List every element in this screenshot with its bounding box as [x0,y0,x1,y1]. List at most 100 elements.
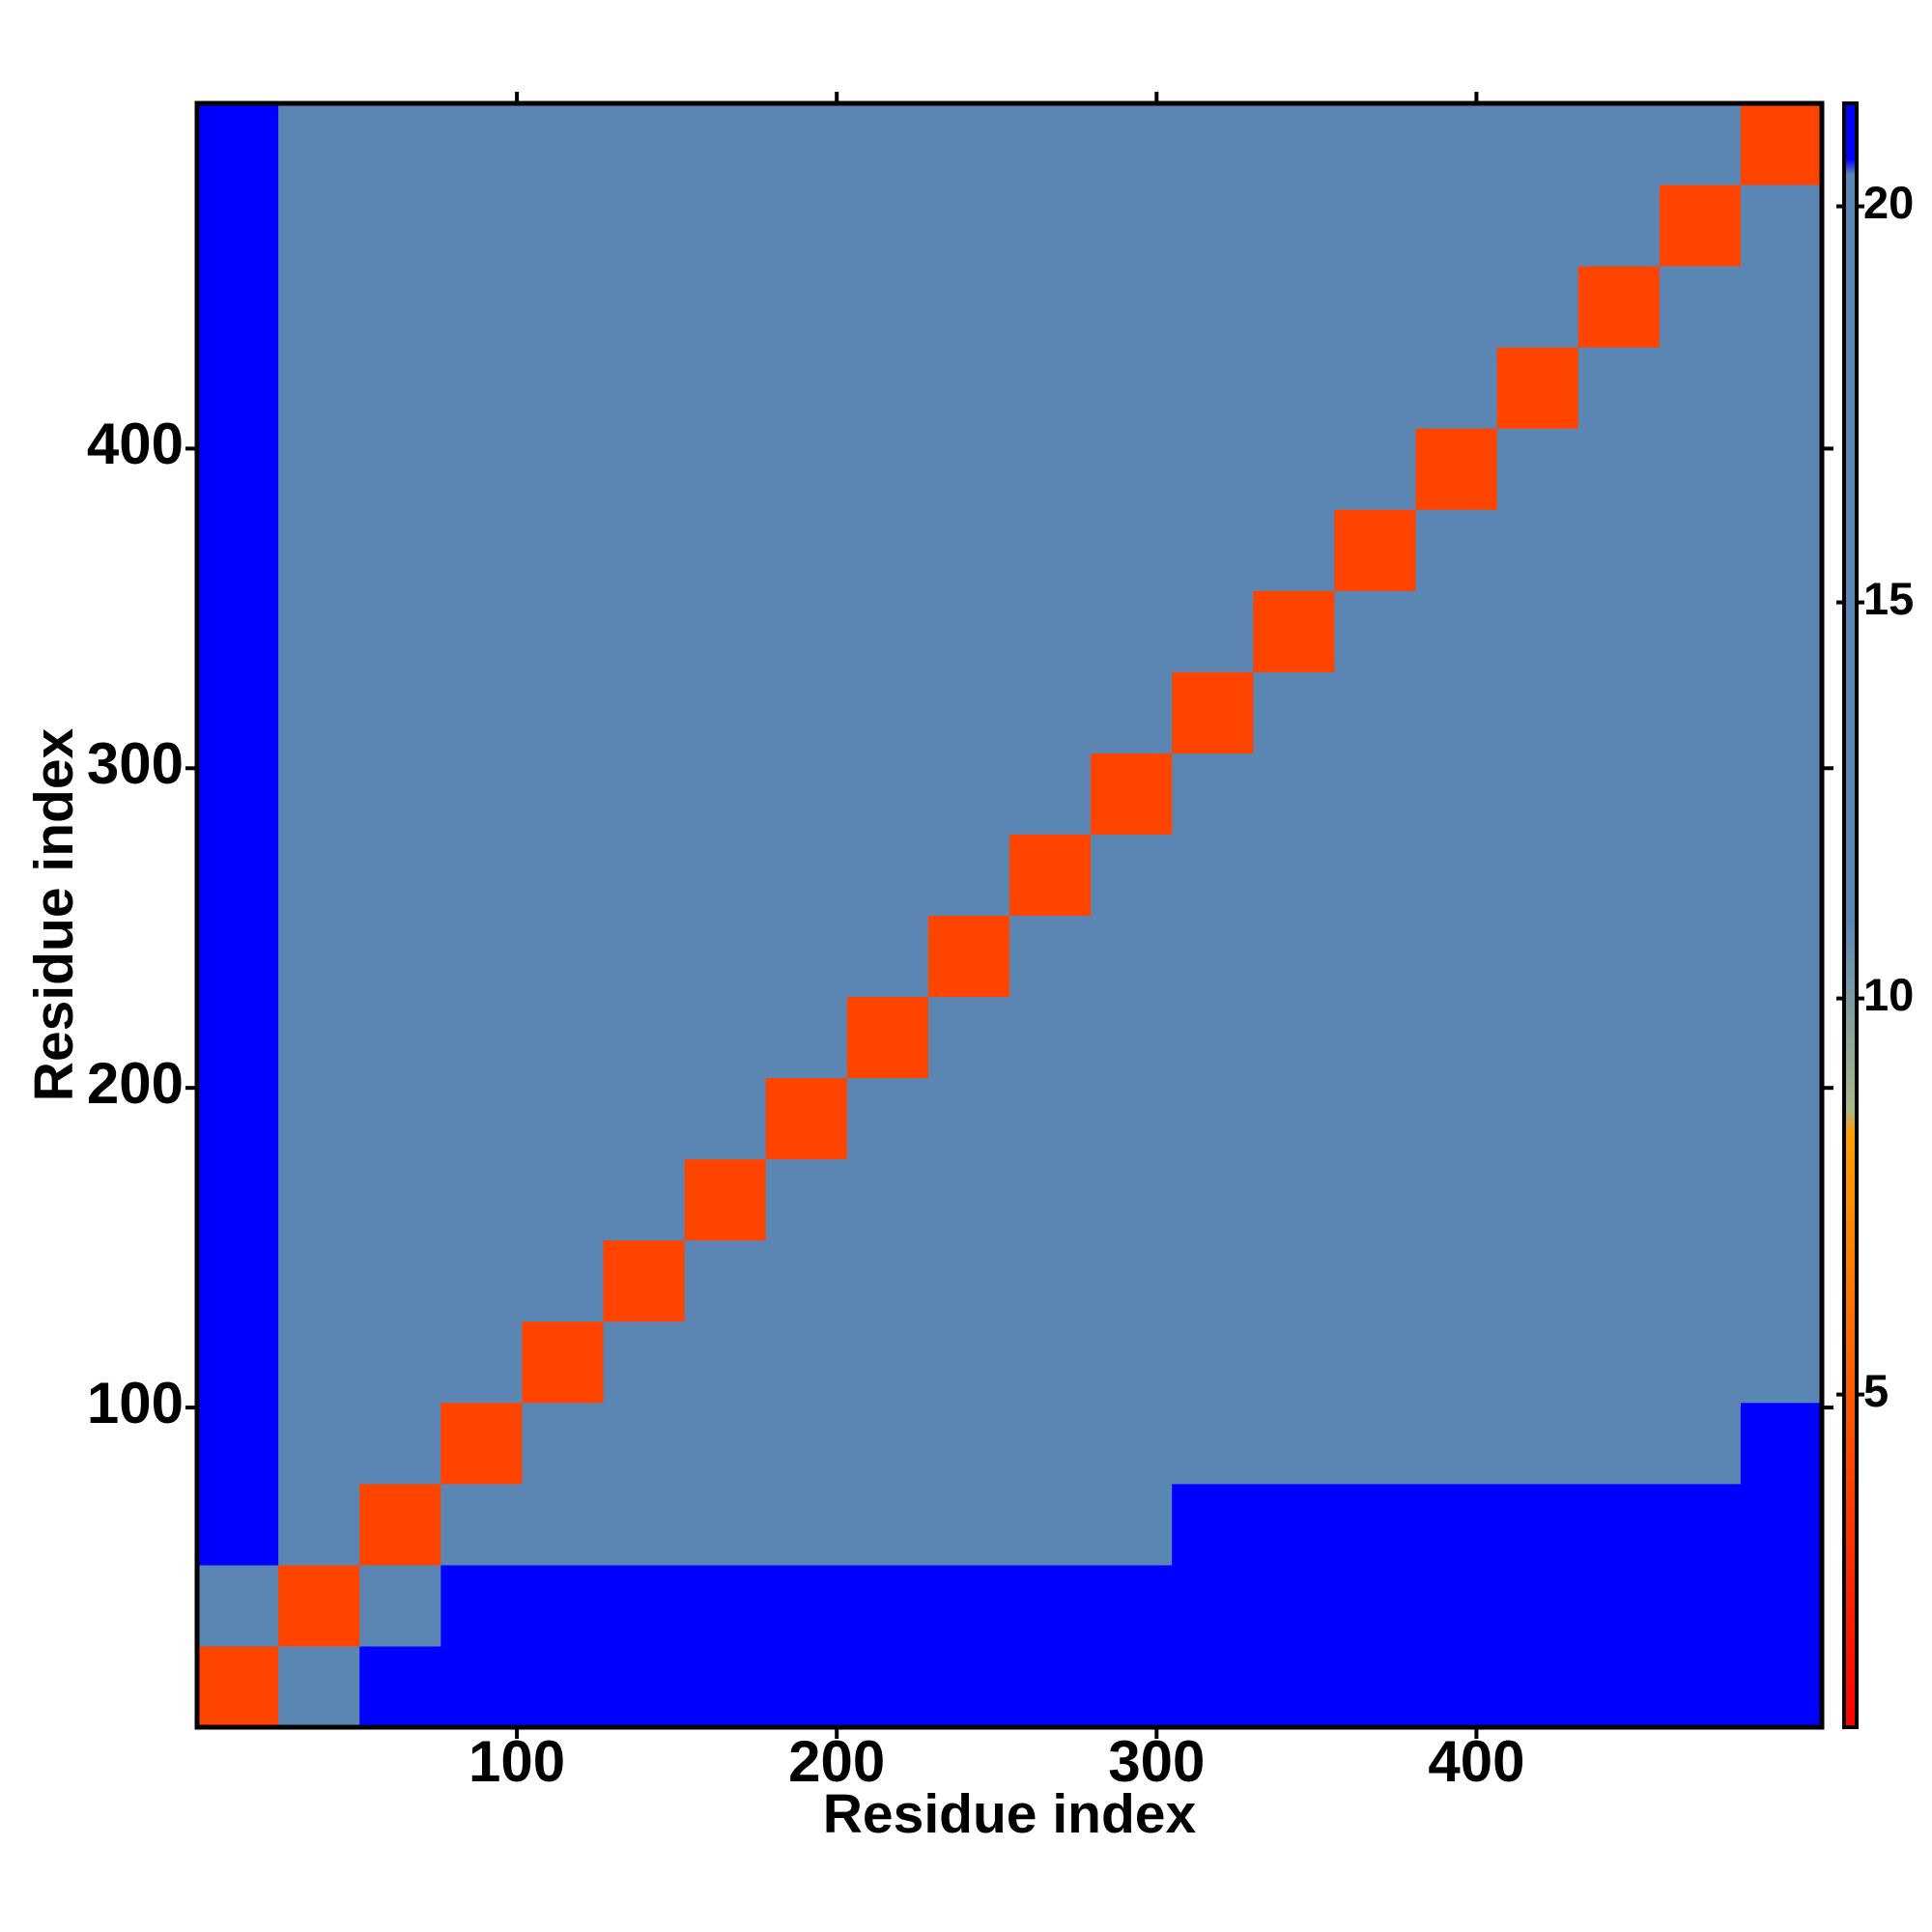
heatmap-cell [765,1239,848,1322]
heatmap-cell [1334,671,1416,753]
heatmap-cell [1577,1239,1661,1322]
heatmap-cell [1577,996,1661,1079]
heatmap-cell [603,1077,686,1160]
heatmap-cell [522,347,604,429]
heatmap-cell [359,347,441,429]
heatmap-cell [440,1402,523,1485]
heatmap-cell [1253,1239,1335,1322]
heatmap-cell [197,509,279,591]
heatmap-cell [278,1402,360,1485]
heatmap-cell [278,1645,360,1728]
heatmap-cell [1496,1402,1579,1485]
heatmap-cell [846,671,929,753]
heatmap-cell [522,915,604,998]
heatmap-cell [278,509,360,591]
heatmap-cell [359,509,441,591]
heatmap-cell [197,590,279,672]
heatmap-cell [1659,1402,1742,1485]
heatmap-cell [1172,1321,1254,1404]
heatmap-cell [1172,1077,1254,1160]
heatmap-cell [1172,1564,1254,1647]
heatmap-cell [1009,590,1092,672]
heatmap-cell [522,1645,604,1728]
heatmap-cell [359,185,441,267]
y-tick-label: 200 [87,1051,184,1116]
heatmap-cell [1091,266,1173,348]
heatmap-cell [1740,1645,1823,1728]
heatmap-cell [603,590,686,672]
heatmap-cell [1577,753,1661,835]
heatmap-cell [1253,428,1335,510]
heatmap-cell [197,1321,279,1404]
heatmap-cell [927,1483,1010,1566]
heatmap-cell [197,428,279,510]
heatmap-cell [1415,834,1498,916]
heatmap-cell [1496,428,1579,510]
heatmap-cell [603,347,686,429]
heatmap-cell [765,509,848,591]
heatmap-cell [1172,509,1254,591]
heatmap-cell [765,1402,848,1485]
heatmap-cell [846,1077,929,1160]
heatmap-cell [1496,753,1579,835]
heatmap-cell [1253,1564,1335,1647]
heatmap-cell [1334,753,1416,835]
heatmap-cell [522,1402,604,1485]
heatmap-cell [846,1239,929,1322]
heatmap-cell [1253,1077,1335,1160]
heatmap-cell [1740,996,1823,1079]
colorbar-tick-label: 20 [1863,177,1914,228]
heatmap-cell [359,1564,441,1647]
heatmap-cell [1253,1483,1335,1566]
heatmap-cell [1172,428,1254,510]
heatmap-cell [1659,1077,1742,1160]
heatmap-cell [684,1483,767,1566]
heatmap-cell [1091,1564,1173,1647]
heatmap-cell [1577,347,1661,429]
heatmap-cell [1009,509,1092,591]
heatmap-cell [1091,996,1173,1079]
colorbar [1842,101,1859,1729]
heatmap-cell [197,1645,279,1728]
heatmap-cell [440,347,523,429]
heatmap-cell [765,347,848,429]
heatmap-cell [846,428,929,510]
heatmap-cell [765,103,848,185]
heatmap-cell [1577,1158,1661,1241]
heatmap-cell [846,509,929,591]
heatmap-cell [765,590,848,672]
x-tick-label: 300 [1108,1729,1205,1794]
heatmap-cell [1659,590,1742,672]
heatmap-cell [846,1645,929,1728]
heatmap-cell [1496,671,1579,753]
heatmap-cell [846,915,929,998]
heatmap-cell [522,671,604,753]
heatmap-cell [1415,915,1498,998]
heatmap-cell [1659,1321,1742,1404]
heatmap-cell [1577,103,1661,185]
heatmap-cell [440,1158,523,1241]
heatmap-cell [1415,590,1498,672]
heatmap-cell [603,753,686,835]
heatmap-cell [1172,996,1254,1079]
heatmap-cell [1009,1239,1092,1322]
heatmap-cell [1659,834,1742,916]
heatmap-cell [1253,753,1335,835]
heatmap-cell [927,834,1010,916]
heatmap-cell [765,1645,848,1728]
heatmap-cell [1740,915,1823,998]
heatmap-cell [440,834,523,916]
colorbar-tick-label: 10 [1863,969,1914,1020]
heatmap-cell [359,834,441,916]
heatmap-cell [603,1321,686,1404]
heatmap-cell [1009,1077,1092,1160]
heatmap-cell [1091,1158,1173,1241]
heatmap-cell [1415,671,1498,753]
heatmap-cell [1577,1321,1661,1404]
heatmap-cell [1091,347,1173,429]
heatmap-cell [846,834,929,916]
heatmap-cell [522,590,604,672]
heatmap-cell [846,1402,929,1485]
heatmap-cell [1496,266,1579,348]
heatmap-cell [1334,185,1416,267]
